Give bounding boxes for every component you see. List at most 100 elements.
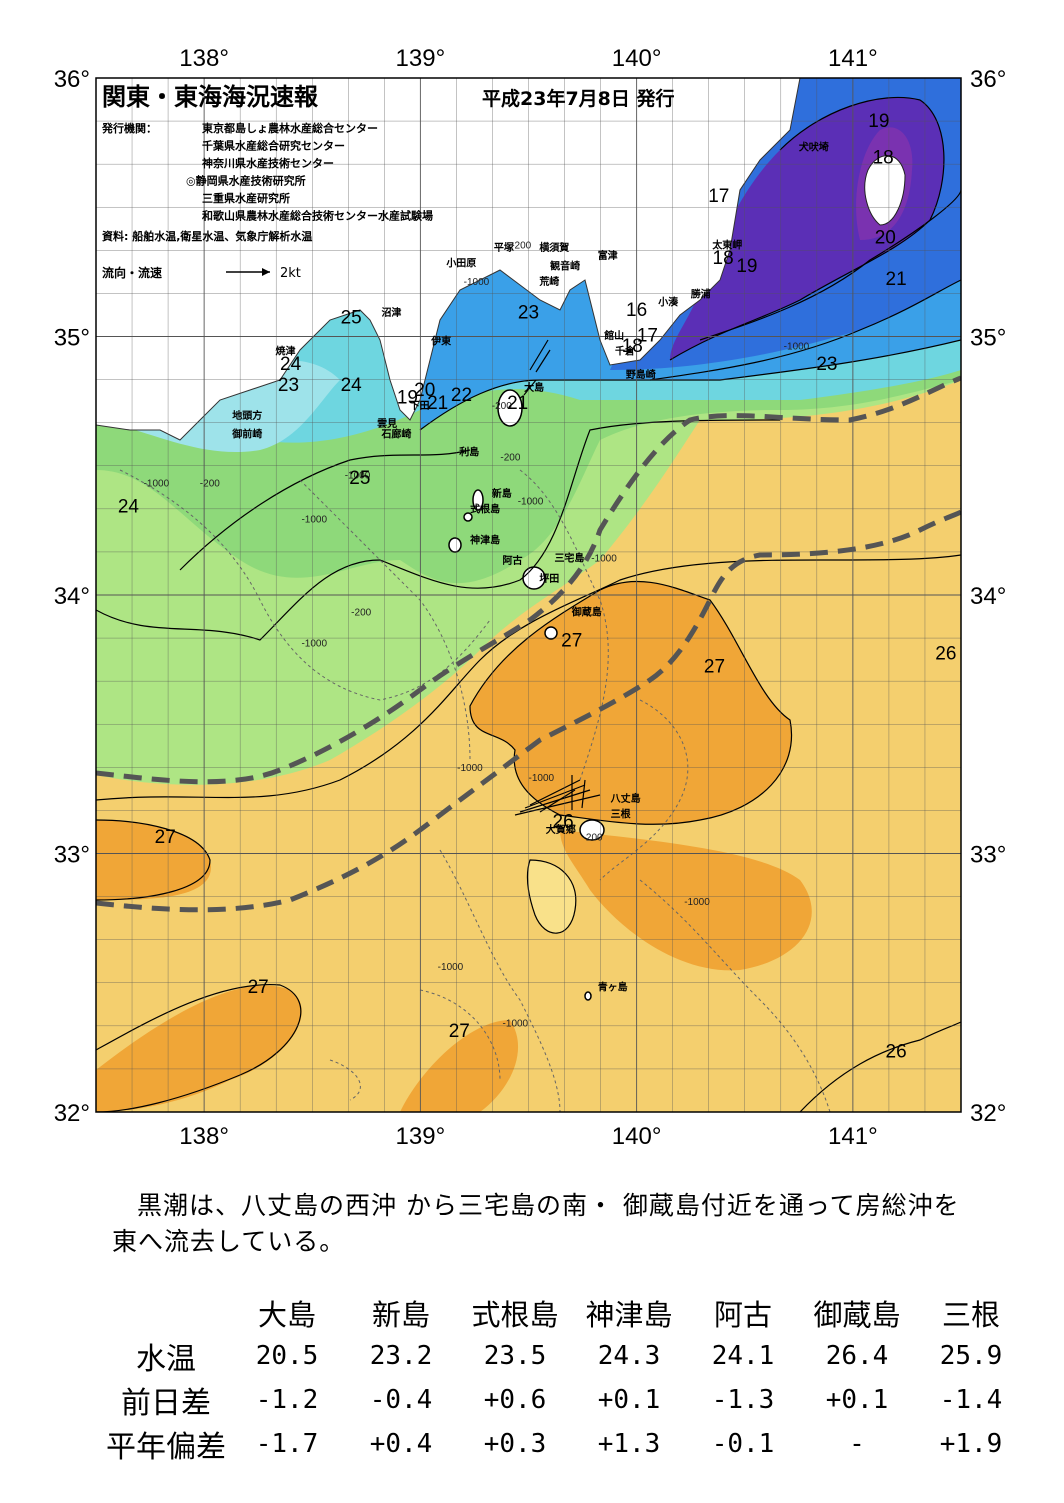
hachijojima-island: [579, 819, 605, 841]
place-label: 雲見: [377, 418, 397, 430]
row-label: 水温: [136, 1342, 196, 1377]
isotherm-label: 27: [155, 827, 176, 848]
table-cell: +1.3: [597, 1429, 661, 1459]
place-label: 観音崎: [550, 259, 580, 272]
lon-tick-top: 138°: [179, 45, 229, 72]
depth-contours: [119, 469, 831, 1112]
place-label: 大賀郷: [546, 823, 576, 836]
place-label: 三宅島: [554, 551, 584, 564]
lon-tick-bottom: 139°: [396, 1123, 446, 1150]
isotherm-label: 27: [449, 1021, 470, 1042]
depth-label: -1000: [457, 763, 483, 774]
table-cell: -1.7: [255, 1429, 319, 1459]
isotherm-label: 25: [341, 308, 362, 329]
table-cell: 20.5: [255, 1341, 319, 1371]
place-label: 野島崎: [626, 368, 656, 381]
warm-core-south: [96, 985, 302, 1112]
table-cell: 24.3: [597, 1341, 661, 1371]
table-cell: 25.9: [939, 1341, 1003, 1371]
place-label: 勝浦: [691, 288, 711, 301]
table-cell: +0.6: [483, 1385, 547, 1415]
issue-date: 平成23年7月8日 発行: [482, 87, 675, 110]
lon-tick-bottom: 140°: [612, 1123, 662, 1150]
isotherm-label: 24: [280, 354, 302, 375]
isotherm-label: 19: [397, 388, 418, 409]
table-header-row: 大島 新島 式根島 神津島 阿古 御蔵島 三根: [102, 1292, 1028, 1334]
station-column-header: 御蔵島: [813, 1298, 901, 1332]
land-honshu: [96, 78, 801, 441]
place-label: 地頭方: [232, 409, 262, 422]
niijima-island: [472, 489, 484, 511]
depth-label: -200: [500, 453, 520, 464]
current-scale-label: 2kt: [280, 266, 301, 281]
depth-label: -1000: [684, 897, 710, 908]
table-row: 前日差 -1.2 -0.4 +0.6 +0.1 -1.3 +0.1 -1.4: [102, 1378, 1028, 1422]
table-row: 水温 20.5 23.2 23.5 24.3 24.1 26.4 25.9: [102, 1334, 1028, 1378]
isotherm-label: 26: [886, 1042, 907, 1063]
depth-label: -200: [583, 833, 603, 844]
lon-tick-top: 140°: [612, 45, 662, 72]
place-label: 利島: [459, 445, 479, 458]
isotherm-label: 23: [518, 302, 539, 323]
depth-label: -200: [200, 478, 220, 489]
publisher-item: 東京都島しょ農林水産総合センター: [202, 121, 378, 135]
warm-core-east: [560, 830, 812, 971]
warm-core-sw: [96, 820, 211, 900]
depth-label: -1000: [438, 962, 464, 973]
place-label: 阿古: [503, 554, 523, 567]
isotherm-label: 26: [553, 812, 574, 833]
isotherm-label: 26: [935, 644, 956, 665]
table-cell: -1.2: [255, 1385, 319, 1415]
depth-label: -1000: [503, 1019, 529, 1030]
lat-tick-right: 33°: [970, 842, 1006, 869]
isotherm-lines: [96, 96, 961, 1112]
lon-tick-top: 141°: [828, 45, 878, 72]
publisher-item: 千葉県水産総合研究センター: [202, 139, 345, 153]
isotherm-label: 18: [713, 248, 734, 269]
place-label: 平塚: [494, 241, 514, 254]
isotherm-label: 23: [816, 354, 837, 375]
isotherm-label: 19: [868, 111, 889, 132]
place-label: 神津島: [470, 533, 500, 546]
depth-label: -1000: [464, 277, 490, 288]
lon-tick-bottom: 138°: [179, 1123, 229, 1150]
place-label: 御蔵島: [571, 606, 602, 619]
bulletin-title: 関東・東海海況速報: [102, 83, 319, 111]
station-column-header: 大島: [257, 1298, 316, 1332]
axis-ticks: 138° 138° 139° 139° 140° 140° 141° 141° 36° 36° 35…: [54, 45, 1007, 1150]
lat-tick-right: 35°: [970, 325, 1006, 352]
station-column-header: 式根島: [471, 1298, 559, 1332]
place-label: 坪田: [539, 572, 559, 585]
map-header: 関東・東海海況速報 平成23年7月8日 発行 発行機関： 東京都島しょ農林水産総…: [101, 83, 675, 281]
table-cell: 26.4: [825, 1341, 889, 1371]
data-source: 資料: 船舶水温,衛星水温、気象庁解析水温: [102, 229, 312, 243]
publisher-item: ◎静岡県水産技術研究所: [186, 174, 306, 188]
row-label: 前日差: [121, 1386, 211, 1421]
kozushima-island: [448, 537, 462, 553]
place-label: 沼津: [381, 306, 401, 319]
place-label: 式根島: [470, 502, 500, 515]
place-label: 御前崎: [231, 427, 262, 440]
table-cell: 23.5: [483, 1341, 547, 1371]
isotherm-label: 18: [873, 147, 894, 168]
place-label: 横須賀: [539, 241, 569, 254]
publisher-list: 東京都島しょ農林水産総合センター千葉県水産総合研究センター神奈川県水産技術センタ…: [186, 121, 433, 223]
table-cell: +0.4: [369, 1429, 433, 1459]
table-cell: -0.1: [711, 1429, 775, 1459]
table-corner: [102, 1292, 230, 1334]
place-label: 青ヶ島: [598, 981, 628, 994]
place-label: 大島: [524, 381, 544, 394]
table-cell: -: [849, 1429, 865, 1459]
current-legend-label: 流向・流速: [102, 265, 162, 280]
place-label: 石廊崎: [380, 427, 411, 440]
depth-label: -1000: [301, 639, 327, 650]
aogashima-island: [584, 991, 592, 1001]
kuroshio-warm-core: [470, 581, 792, 825]
oshima-island: [497, 389, 523, 427]
isotherm-label: 22: [451, 385, 472, 406]
table-cell: 23.2: [369, 1341, 433, 1371]
isotherm-label: 20: [875, 227, 896, 248]
place-label: 千倉: [615, 345, 636, 358]
lat-tick-left: 34°: [54, 583, 90, 610]
